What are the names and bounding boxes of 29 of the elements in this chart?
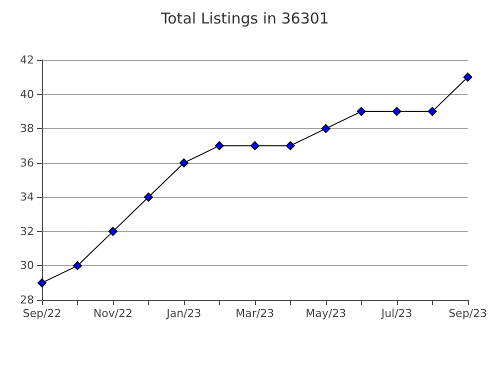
point [38,278,46,288]
y-tick-label: 40 [20,88,34,101]
point [108,226,118,236]
x-tick-label: Jul/23 [380,307,412,320]
point [321,124,330,134]
x-tick-label: May/23 [306,307,346,320]
point [214,141,224,150]
y-tick-label: 30 [20,259,34,272]
point [250,141,260,150]
point [463,72,472,82]
point [144,192,153,202]
point [286,141,295,150]
point [392,106,402,116]
y-tick-label: 36 [20,156,34,170]
x-tick-label: Sep/22 [22,307,62,320]
x-tick-label: Sep/23 [448,307,487,320]
y-tick-label: 32 [20,224,34,238]
y-tick-label: 42 [20,54,34,66]
x-tick-label: Jan/23 [166,307,202,320]
y-tick-label: 28 [20,294,34,306]
point [428,106,437,116]
point [356,106,366,116]
x-tick-label: Nov/22 [93,307,133,320]
y-tick-label: 38 [20,122,34,136]
chart-title: Total Listings in 36301 [160,10,329,28]
point [72,261,82,270]
x-tick-label: Mar/23 [236,307,274,320]
y-tick-label: 34 [20,190,34,204]
point [179,158,188,168]
